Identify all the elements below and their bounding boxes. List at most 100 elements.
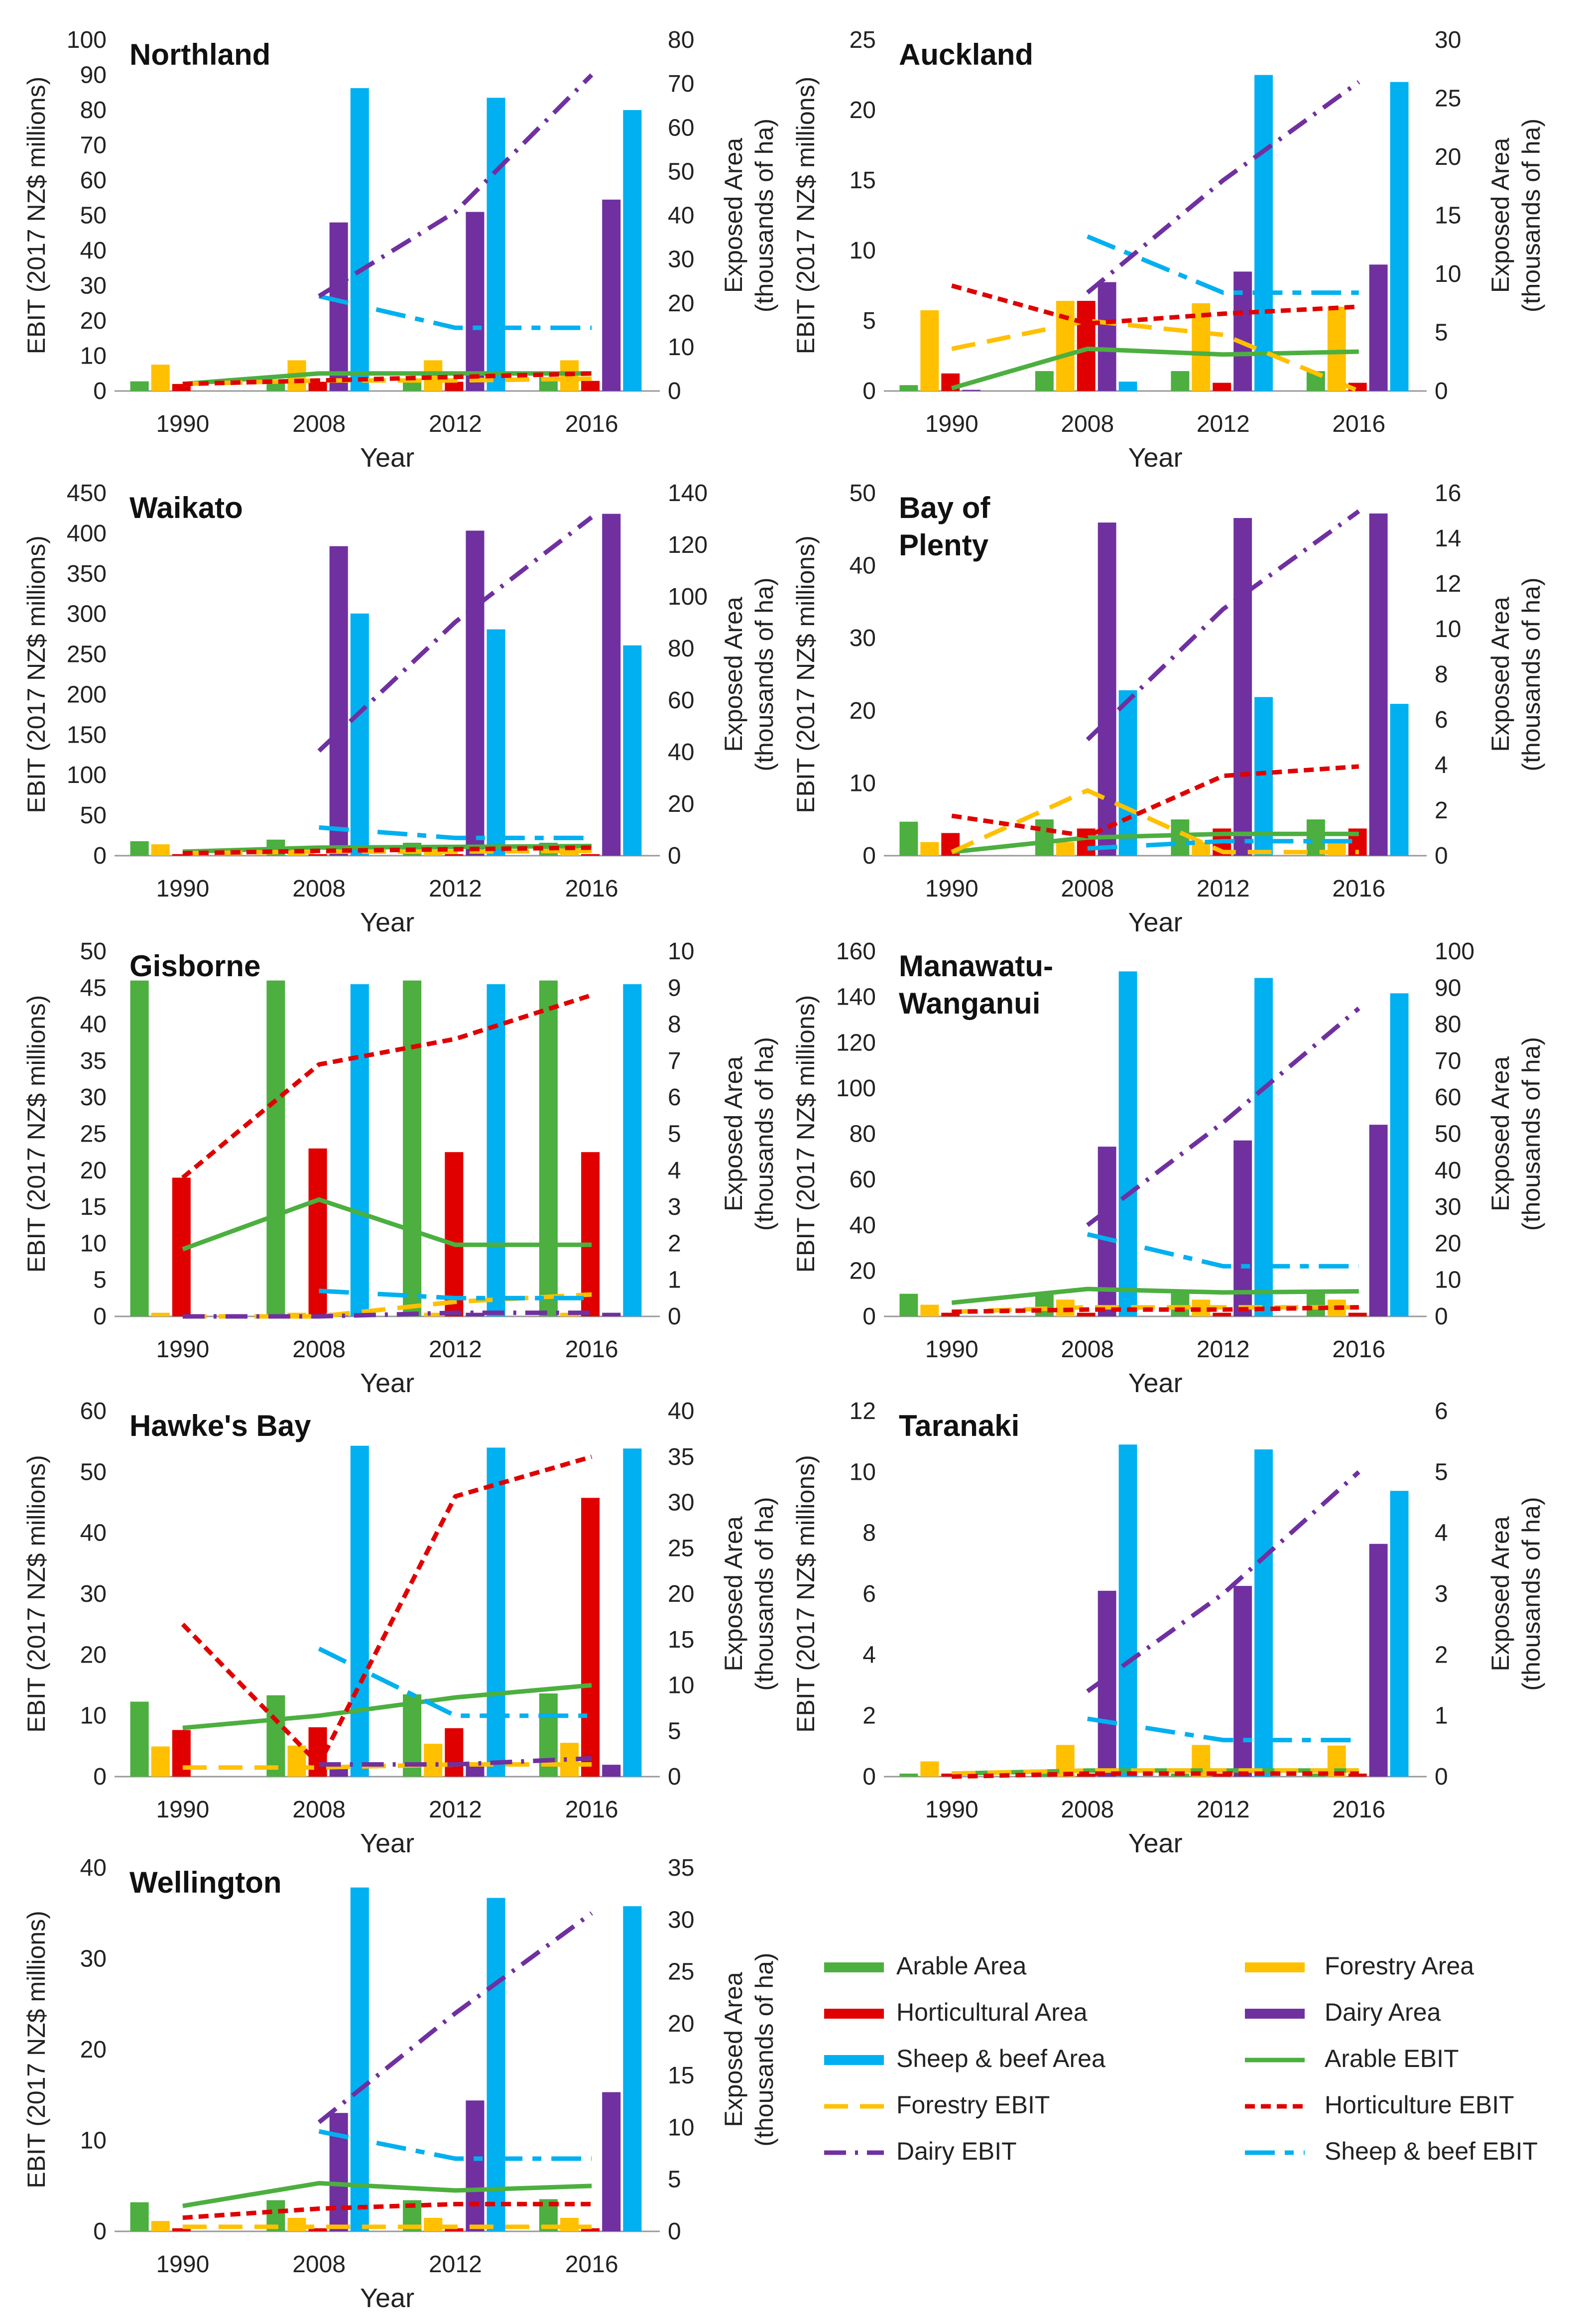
y-tick-label: 2 (862, 1703, 876, 1729)
area-bars (130, 1887, 642, 2231)
bar-sheep-beef-2008 (1118, 1444, 1137, 1777)
y-tick-label: 4 (862, 1642, 876, 1668)
y2-tick-label: 35 (668, 1444, 694, 1470)
bar-forestry-2016 (1327, 306, 1346, 391)
legend: Arable Area Forestry Area Horticultural … (824, 1952, 1538, 2165)
line-sheep-beef-ebit (1087, 234, 1359, 295)
y-tick-label: 40 (80, 1012, 107, 1038)
ebit-lines (181, 993, 593, 1319)
y2-tick-label: 10 (1435, 1267, 1461, 1293)
chart-title: Manawatu- (899, 949, 1053, 983)
y2-tick-label: 0 (668, 1764, 681, 1790)
bar-horticultural-1990 (172, 2228, 191, 2231)
y2-tick-label: 30 (668, 1907, 694, 1933)
bar-arable-2012 (403, 380, 422, 391)
legend-item-dairy-area: Dairy Area (1245, 1998, 1441, 2026)
legend-item-horticulture-ebit: Horticulture EBIT (1245, 2091, 1514, 2119)
bar-horticultural-2008 (308, 1148, 327, 1316)
y-tick-label: 0 (862, 1303, 876, 1330)
y-tick-label: 20 (80, 2037, 107, 2063)
y2-tick-label: 10 (668, 334, 694, 361)
y-axis-label: EBIT (2017 NZ$ millions) (22, 77, 50, 355)
x-axis-label: Year (360, 907, 414, 937)
bar-forestry-1990 (151, 1312, 170, 1316)
y-tick-label: 30 (80, 1946, 107, 1972)
y-tick-label: 20 (850, 1258, 876, 1284)
x-tick-label: 2008 (1061, 411, 1114, 437)
bar-horticultural-2012 (445, 1152, 464, 1316)
x-tick-label: 1990 (925, 411, 978, 437)
y2-tick-label: 80 (668, 27, 694, 53)
line-sheep-beef-ebit (318, 1647, 592, 1718)
bar-dairy-2016 (1369, 264, 1388, 391)
y-tick-label: 160 (836, 938, 876, 965)
x-axis-label: Year (1128, 443, 1182, 473)
bar-horticultural-2016 (581, 854, 600, 856)
x-tick-label: 2008 (1061, 1336, 1114, 1363)
line-arable-ebit (182, 844, 592, 854)
y-tick-label: 300 (67, 601, 107, 628)
y-tick-label: 10 (80, 1230, 107, 1257)
y-tick-label: 0 (862, 843, 876, 869)
y2-tick-label: 30 (668, 1490, 694, 1516)
y-tick-label: 40 (850, 553, 876, 579)
y2-axis-label: (thousands of ha) (750, 119, 778, 312)
y-tick-label: 120 (836, 1030, 876, 1056)
line-horticulture-ebit (952, 1771, 1359, 1779)
y-tick-label: 60 (80, 167, 107, 194)
bar-arable-1990 (130, 381, 149, 391)
y-tick-label: 50 (80, 802, 107, 829)
y2-tick-label: 25 (668, 1959, 694, 1985)
chart-panels: 1990 2008 2012 2016Year01020304050607080901… (22, 27, 1545, 2313)
bar-forestry-2008 (287, 1745, 306, 1777)
chart-taranaki: 1990 2008 2012 2016Year0246810120123456EBIT… (792, 1398, 1545, 1858)
x-tick-label: 2016 (1332, 1336, 1385, 1363)
x-axis-label: Year (1128, 1368, 1182, 1398)
y-tick-label: 45 (80, 975, 107, 1001)
y-axis-label: EBIT (2017 NZ$ millions) (792, 1455, 820, 1733)
bar-horticultural-2016 (581, 381, 600, 391)
line-dairy-ebit (319, 1756, 592, 1767)
y2-tick-label: 4 (1435, 1520, 1448, 1547)
y-tick-label: 5 (93, 1267, 107, 1293)
y-tick-label: 20 (80, 1158, 107, 1184)
bar-dairy-1990 (962, 389, 981, 391)
y-tick-label: 0 (862, 378, 876, 404)
x-tick-label: 1990 (156, 1336, 209, 1363)
y-tick-label: 90 (80, 62, 107, 89)
y-tick-label: 0 (862, 1764, 876, 1790)
y2-tick-label: 15 (668, 2063, 694, 2089)
line-horticulture-ebit (182, 845, 592, 856)
y-tick-label: 25 (850, 27, 876, 53)
bar-dairy-2012 (466, 1765, 485, 1777)
y2-tick-label: 15 (668, 1627, 694, 1653)
bar-forestry-1990 (151, 844, 170, 856)
y-tick-label: 400 (67, 520, 107, 547)
bar-sheep-beef-2016 (1390, 1491, 1409, 1777)
y2-axis-label: Exposed Area (1486, 1056, 1514, 1212)
bar-horticultural-2016 (581, 1152, 600, 1316)
x-tick-label: 2012 (429, 1797, 482, 1823)
bar-dairy-2016 (1369, 1125, 1388, 1316)
y2-axis-label: Exposed Area (720, 1972, 747, 2127)
y2-tick-label: 5 (668, 1121, 681, 1148)
bar-dairy-2012 (466, 530, 485, 856)
y-tick-label: 50 (80, 1459, 107, 1485)
y-tick-label: 200 (67, 681, 107, 708)
y2-tick-label: 5 (1435, 1459, 1448, 1485)
y2-tick-label: 60 (1435, 1084, 1461, 1111)
chart-title: Bay of (899, 491, 990, 524)
x-tick-label: 2008 (292, 876, 346, 902)
y-tick-label: 30 (850, 625, 876, 651)
y2-axis-label: (thousands of ha) (750, 1952, 778, 2146)
y2-tick-label: 60 (668, 687, 694, 714)
x-tick-label: 2016 (565, 411, 618, 437)
ebit-lines (951, 509, 1360, 855)
y-axis-label: EBIT (2017 NZ$ millions) (792, 77, 820, 355)
y-tick-label: 350 (67, 561, 107, 587)
bar-horticultural-2012 (445, 854, 464, 856)
y-tick-label: 10 (80, 1703, 107, 1729)
y-tick-label: 0 (93, 843, 107, 869)
chart-title: Hawke's Bay (129, 1409, 311, 1442)
y-tick-label: 15 (850, 167, 876, 194)
